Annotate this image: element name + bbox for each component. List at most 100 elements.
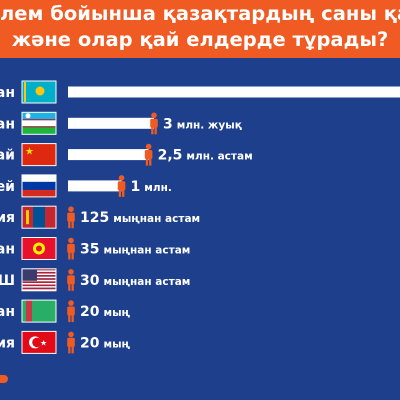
person-body — [67, 275, 75, 285]
person-leg — [145, 158, 149, 166]
uzbekistan-flag-icon — [21, 111, 57, 135]
chart-row: ан — [0, 80, 400, 104]
person-icon — [67, 237, 75, 260]
flag-stripe — [22, 289, 56, 291]
flag-border — [21, 143, 57, 167]
turkey-flag-icon: ★ — [21, 330, 57, 354]
flag-stripe — [22, 127, 56, 135]
value-unit: мың — [103, 307, 130, 319]
flag-stripe — [22, 268, 56, 271]
chart-row: ия ★ 20 мың — [0, 330, 131, 354]
country-label: Ш — [0, 273, 15, 289]
flag-border — [21, 330, 57, 354]
flag-border — [21, 299, 57, 323]
person-leg — [68, 346, 71, 354]
flag-stripe — [22, 281, 56, 283]
value-unit: млн. — [144, 182, 172, 194]
flag-star: ★ — [40, 338, 47, 347]
flag-border — [21, 268, 57, 292]
person-icon — [67, 206, 75, 229]
footer-accent — [0, 375, 8, 383]
chart-row: ан 20 мың — [0, 299, 131, 323]
value-number: 20 — [80, 335, 100, 351]
flag-stripe — [22, 276, 56, 279]
flag-border — [21, 174, 57, 198]
value-label: 3 млн. жуық — [163, 116, 242, 132]
flag-stripe — [22, 275, 56, 277]
flag-carpet — [26, 300, 32, 323]
chart-row: ан 3 млн. жуық — [0, 111, 242, 135]
flag-stripe — [22, 174, 56, 182]
value-number: 125 — [80, 210, 109, 226]
flag-border — [21, 205, 57, 229]
bar — [68, 117, 154, 129]
value-label: 20 мың — [80, 304, 131, 320]
person-leg — [71, 346, 74, 354]
value-label: 30 мыңнан астам — [80, 273, 190, 289]
flag-stripe — [22, 286, 56, 288]
mongolia-flag-icon — [21, 205, 57, 229]
person-leg — [154, 127, 157, 135]
value-label: 35 мыңнан астам — [80, 242, 190, 258]
flag-stripe — [22, 279, 56, 282]
value-label: 125 мыңнан астам — [80, 210, 200, 226]
flag-crescent-cut — [32, 337, 42, 348]
flag-star: ★ — [25, 147, 34, 158]
flag-stripe — [22, 287, 56, 290]
value-unit: мыңнан астам — [103, 245, 190, 257]
value-number: 1 — [131, 179, 141, 195]
chart-row: ай ★ 2,5 млн. астам — [0, 143, 253, 167]
value-number: 3 — [163, 116, 173, 132]
usa-flag-icon — [21, 268, 57, 292]
person-body — [150, 118, 158, 128]
person-icon — [67, 300, 75, 323]
turkmenistan-flag-icon — [21, 299, 57, 323]
person-head — [151, 112, 157, 119]
flag-soyombo — [26, 210, 29, 225]
person-head — [68, 269, 74, 275]
flag-stripe — [45, 206, 56, 229]
flag-stripe — [22, 112, 56, 120]
flag-stripe — [22, 120, 56, 127]
country-label: ия — [0, 335, 15, 351]
title-banner: лем бойынша қазақтардың саны қанша және … — [0, 0, 400, 58]
flag-stripe — [22, 126, 56, 128]
country-label: ан — [0, 116, 15, 132]
country-label: ай — [0, 148, 15, 164]
kazakhstan-flag-icon — [21, 80, 57, 104]
person-head — [68, 237, 74, 244]
person-body — [67, 306, 75, 316]
page-subtitle: және олар қай елдерде тұрады? — [11, 28, 389, 51]
person-leg — [68, 283, 71, 291]
value-number: 30 — [80, 273, 100, 289]
person-leg — [122, 189, 125, 197]
person-leg — [151, 127, 154, 135]
flag-border — [21, 111, 57, 135]
person-body — [67, 212, 75, 222]
chart-row: Ш 30 мыңнан астам — [0, 268, 190, 292]
person-icon — [67, 269, 75, 291]
value-unit: млн. астам — [186, 151, 252, 163]
person-leg — [118, 189, 122, 197]
person-icon — [67, 331, 75, 354]
russia-flag-icon — [21, 174, 57, 198]
value-label: 20 мың — [80, 335, 131, 351]
country-label: ия — [0, 210, 15, 226]
flag-border — [21, 237, 57, 260]
country-label: ей — [0, 179, 15, 195]
kyrgyzstan-flag-icon — [21, 237, 57, 260]
person-leg — [68, 252, 71, 260]
person-leg — [149, 158, 152, 166]
flag-sun — [35, 86, 45, 96]
value-number: 35 — [80, 242, 99, 258]
flag-stripe — [22, 283, 56, 285]
country-label: ан — [0, 242, 15, 258]
flag-border — [21, 80, 57, 104]
flag-stripe — [22, 278, 56, 280]
person-head — [68, 331, 74, 338]
flag-canton — [22, 268, 37, 281]
flag-stripe — [33, 206, 45, 229]
value-label: 2,5 млн. астам — [158, 148, 253, 164]
flag-stripe — [22, 273, 56, 276]
flag-stripe — [22, 181, 56, 190]
